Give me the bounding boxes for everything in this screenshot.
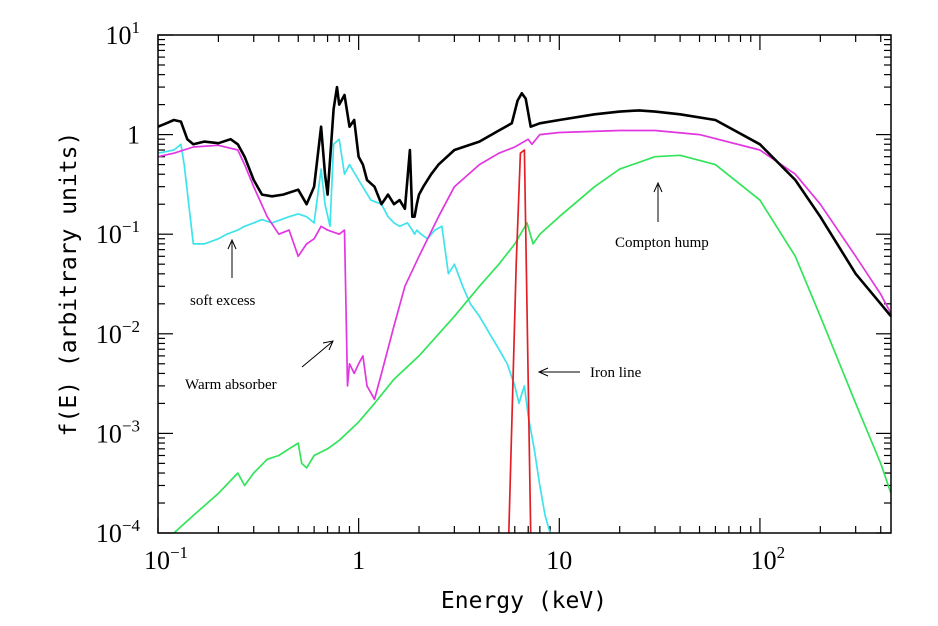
series-line-reflection-compton-hump bbox=[173, 154, 892, 534]
x-axis-label: Energy (keV) bbox=[441, 588, 607, 614]
series-line-soft-excess-component bbox=[157, 138, 551, 534]
tick-labels-group: 10−1 1 10 102 101 1 10−1 10−2 10−3 10−4 bbox=[96, 18, 785, 575]
warm-absorber-arrowhead bbox=[322, 340, 334, 351]
iron-line-arrowhead bbox=[537, 367, 549, 377]
annotation-warm-absorber: Warm absorber bbox=[185, 340, 334, 393]
y-tick-label: 1 bbox=[127, 121, 140, 150]
annotation-iron-line: Iron line bbox=[537, 365, 642, 381]
x-tick-label: 1 bbox=[352, 546, 365, 575]
compton-hump-arrowhead bbox=[653, 181, 663, 193]
soft-excess-arrowhead bbox=[227, 238, 237, 250]
warm-absorber-arrow bbox=[301, 341, 333, 368]
y-tick-label: 10−2 bbox=[96, 317, 140, 349]
y-tick-label: 101 bbox=[106, 18, 141, 50]
annotation-soft-excess: soft excess bbox=[190, 238, 256, 309]
series-line-total bbox=[157, 85, 893, 318]
series-line-warm-absorbed-continuum bbox=[157, 129, 892, 401]
x-tick-label: 102 bbox=[751, 543, 786, 575]
annotation-compton-hump: Compton hump bbox=[615, 181, 709, 251]
plot-frame bbox=[157, 34, 892, 534]
soft-excess-label: soft excess bbox=[190, 293, 256, 309]
compton-hump-label: Compton hump bbox=[615, 235, 709, 251]
y-tick-label: 10−4 bbox=[96, 516, 141, 548]
y-tick-label: 10−1 bbox=[96, 217, 140, 249]
y-axis-label: f(E) (arbitrary units) bbox=[56, 132, 82, 437]
warm-absorber-label: Warm absorber bbox=[185, 377, 277, 393]
ticks-group bbox=[157, 34, 891, 534]
series-group bbox=[157, 85, 893, 534]
series-line-iron-line bbox=[507, 149, 532, 534]
iron-line-label: Iron line bbox=[590, 365, 642, 381]
x-tick-label: 10−1 bbox=[144, 543, 188, 575]
x-tick-label: 10 bbox=[546, 546, 572, 575]
y-tick-label: 10−3 bbox=[96, 416, 140, 448]
annotations-group: soft excess Warm absorber Iron line Comp… bbox=[185, 181, 709, 393]
